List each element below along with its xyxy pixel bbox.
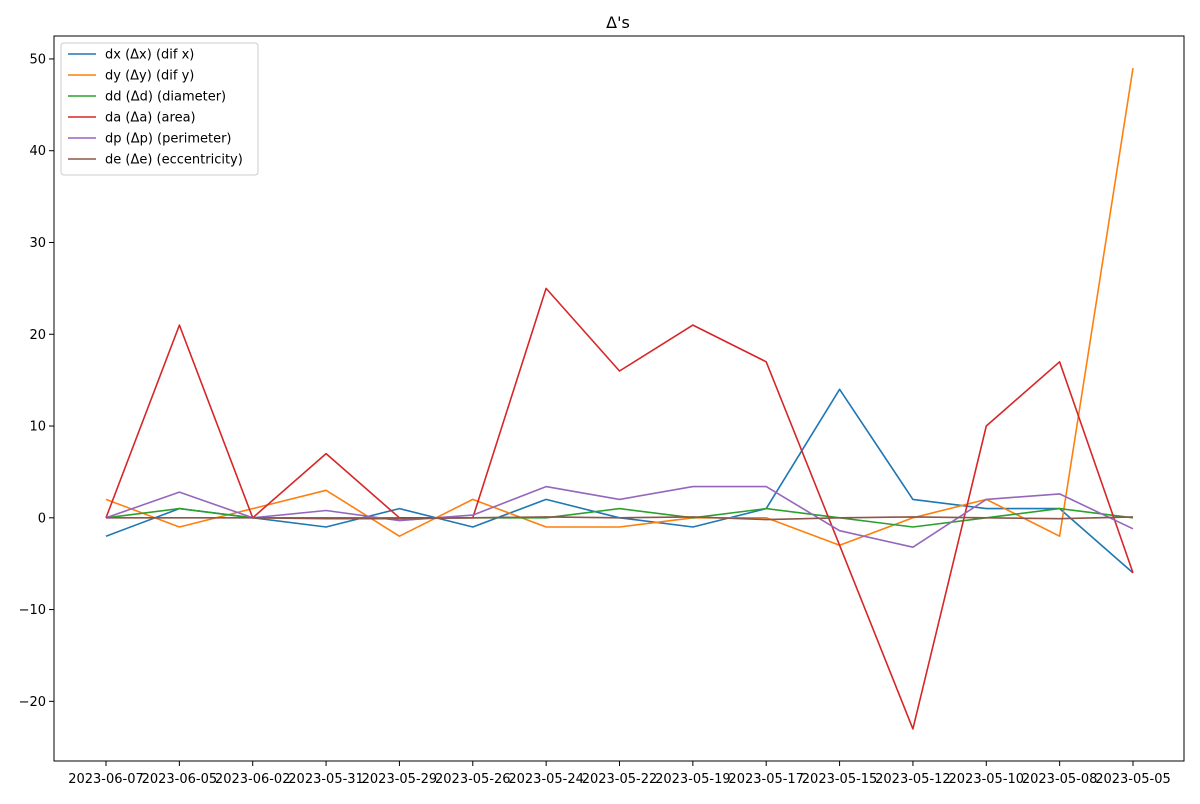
x-tick-label: 2023-05-26 bbox=[435, 772, 511, 787]
x-tick-label: 2023-05-12 bbox=[875, 772, 951, 787]
legend: dx (Δx) (dif x) dy (Δy) (dif y) dd (Δd) (d… bbox=[60, 42, 259, 176]
x-tick-label: 2023-05-31 bbox=[288, 772, 364, 787]
x-tick-label: 2023-05-15 bbox=[802, 772, 878, 787]
x-tick-label: 2023-05-17 bbox=[728, 772, 804, 787]
x-tick-label: 2023-05-08 bbox=[1022, 772, 1098, 787]
legend-entry-label: de (Δe) (eccentricity) bbox=[105, 153, 243, 168]
plot-area: −20−10010203040502023-06-072023-06-05202… bbox=[19, 52, 1171, 787]
x-tick-label: 2023-05-19 bbox=[655, 772, 731, 787]
y-tick-label: 50 bbox=[29, 52, 46, 67]
y-tick-label: −20 bbox=[19, 695, 46, 710]
legend-entry-label: dy (Δy) (dif y) bbox=[105, 69, 194, 84]
legend-entry-label: dp (Δp) (perimeter) bbox=[105, 132, 232, 147]
series-line-5 bbox=[105, 485, 1134, 549]
legend-box bbox=[60, 42, 259, 176]
y-tick-label: 30 bbox=[29, 236, 46, 251]
x-tick-label: 2023-05-29 bbox=[362, 772, 438, 787]
x-tick-label: 2023-05-05 bbox=[1095, 772, 1171, 787]
y-tick-label: 0 bbox=[38, 511, 46, 526]
legend-entry-label: da (Δa) (area) bbox=[105, 111, 196, 126]
y-tick-label: −10 bbox=[19, 603, 46, 618]
plot-frame bbox=[53, 35, 1185, 762]
legend-entry-label: dd (Δd) (diameter) bbox=[105, 90, 226, 105]
y-tick-label: 20 bbox=[29, 328, 46, 343]
x-tick-label: 2023-06-07 bbox=[68, 772, 144, 787]
series-line-2 bbox=[105, 67, 1134, 547]
x-tick-label: 2023-05-10 bbox=[949, 772, 1025, 787]
chart-title: Δ's bbox=[606, 13, 630, 32]
x-tick-label: 2023-05-22 bbox=[582, 772, 658, 787]
x-tick-label: 2023-06-02 bbox=[215, 772, 291, 787]
x-tick-label: 2023-06-05 bbox=[142, 772, 218, 787]
y-tick-label: 10 bbox=[29, 420, 46, 435]
series-line-4 bbox=[105, 287, 1134, 730]
y-tick-label: 40 bbox=[29, 144, 46, 159]
legend-entry-label: dx (Δx) (dif x) bbox=[105, 48, 194, 63]
x-tick-label: 2023-05-24 bbox=[508, 772, 584, 787]
series-line-6 bbox=[106, 516, 1134, 521]
